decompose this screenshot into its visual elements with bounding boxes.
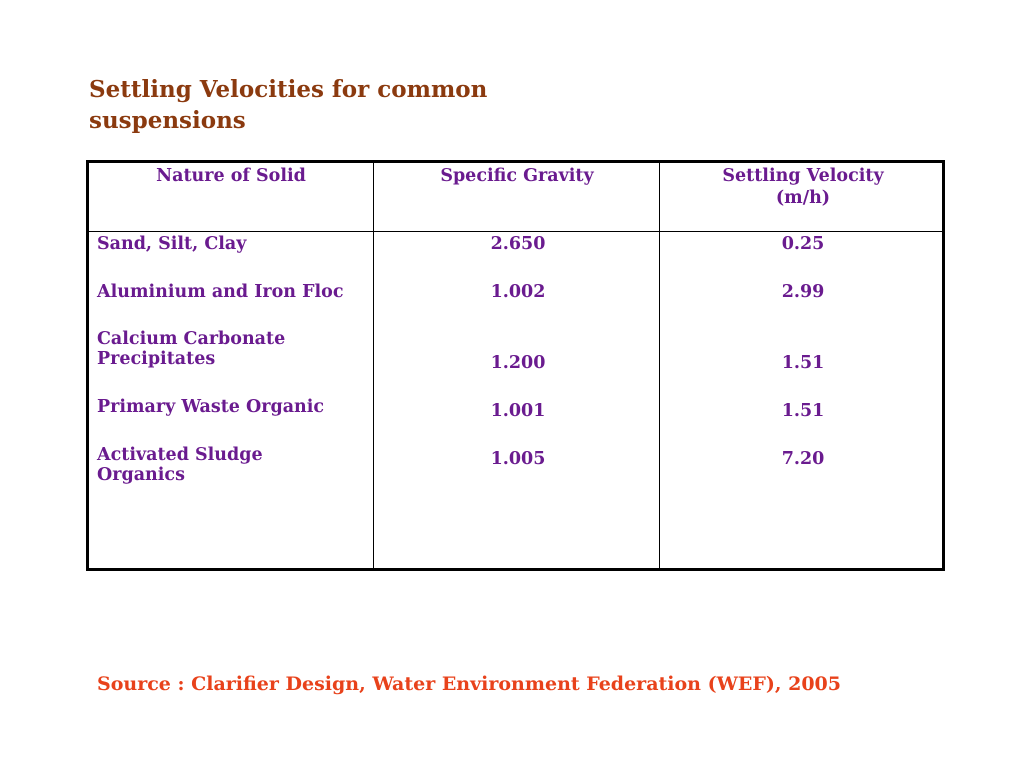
- table-cell-solid: Sand, Silt, Clay: [97, 234, 247, 254]
- header-divider: [89, 231, 942, 232]
- header-settling-velocity: Settling Velocity: [722, 166, 884, 186]
- table-cell-gravity: 1.001: [490, 401, 546, 421]
- table-cell-velocity: 1.51: [781, 353, 825, 373]
- table-cell-velocity: 0.25: [781, 234, 825, 254]
- table-cell-gravity: 1.200: [490, 353, 546, 373]
- header-nature-of-solid: Nature of Solid: [156, 166, 306, 186]
- table-cell-solid: Primary Waste Organic: [97, 397, 325, 417]
- header-specific-gravity: Specific Gravity: [440, 166, 594, 186]
- table-cell-gravity: 1.005: [490, 449, 546, 469]
- table-cell-solid: Precipitates: [97, 349, 216, 369]
- slide-title: Settling Velocities for common suspensio…: [89, 76, 488, 134]
- column-divider: [659, 163, 660, 568]
- table-cell-velocity: 2.99: [781, 282, 825, 302]
- source-citation: Source : Clarifier Design, Water Environ…: [97, 673, 841, 695]
- table-cell-solid: Activated Sludge: [97, 445, 263, 465]
- table-cell-solid: Calcium Carbonate: [97, 329, 286, 349]
- table-cell-velocity: 1.51: [781, 401, 825, 421]
- table-cell-gravity: 1.002: [490, 282, 546, 302]
- column-divider: [373, 163, 374, 568]
- table-cell-solid: Organics: [97, 465, 185, 485]
- data-table: Nature of Solid Specific Gravity Settlin…: [86, 160, 945, 571]
- table-cell-velocity: 7.20: [781, 449, 825, 469]
- table-cell-gravity: 2.650: [490, 234, 546, 254]
- table-cell-solid: Aluminium and Iron Floc: [97, 282, 344, 302]
- header-velocity-unit: (m/h): [775, 188, 831, 208]
